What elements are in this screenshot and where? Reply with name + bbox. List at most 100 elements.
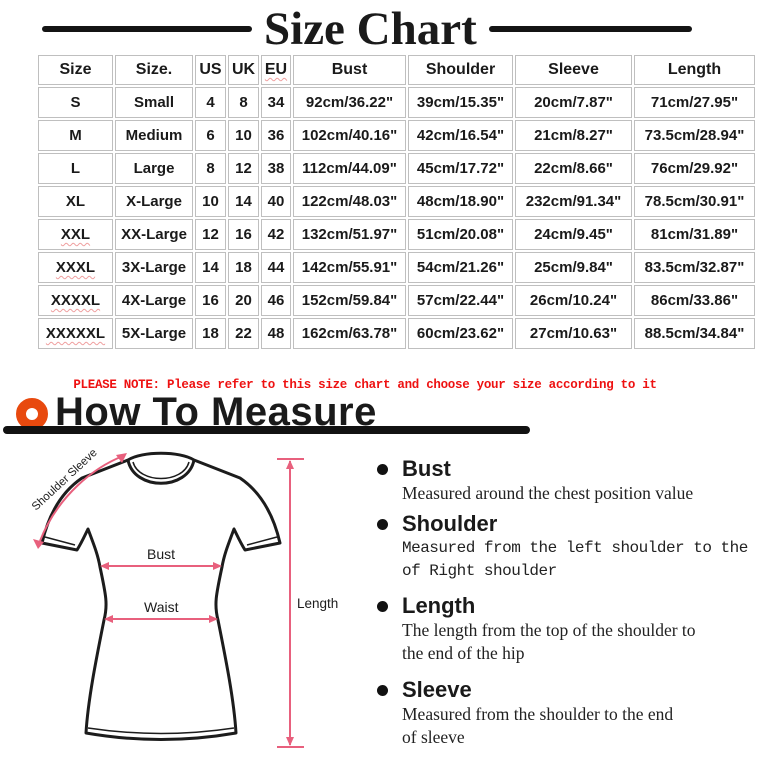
table-cell: Large (115, 153, 193, 184)
table-cell: 10 (195, 186, 226, 217)
table-cell: 18 (228, 252, 259, 283)
table-row: S Small 4 8 34 92cm/36.22" 39cm/15.35" 20cm/7.8… (38, 87, 755, 118)
table-cell: 152cm/59.84" (293, 285, 406, 316)
table-cell: 8 (228, 87, 259, 118)
arrowhead (33, 539, 44, 549)
table-cell: 3X-Large (115, 252, 193, 283)
tshirt-outline (40, 451, 282, 741)
table-cell: 44 (261, 252, 291, 283)
table-cell: 54cm/21.26" (408, 252, 513, 283)
table-cell: 92cm/36.22" (293, 87, 406, 118)
table-cell: 81cm/31.89" (634, 219, 755, 250)
table-row: XL X-Large 10 14 40 122cm/48.03" 48cm/18.90" 23… (38, 186, 755, 217)
tshirt-measure-diagram: Shoulder Sleeve Bust Waist Length (30, 447, 338, 748)
measure-item-description: Measured from the shoulder to the end of… (402, 704, 674, 747)
measure-list-item: Shoulder Measured from the left shoulder… (377, 511, 759, 583)
measure-item-description: Measured from the left shoulder to the o… (402, 539, 748, 580)
table-cell: 4X-Large (115, 285, 193, 316)
table-cell: 39cm/15.35" (408, 87, 513, 118)
measure-list-item: Bust Measured around the chest position … (377, 456, 759, 505)
measure-item-label: Bust (402, 456, 451, 481)
table-cell: 20 (228, 285, 259, 316)
table-row: XXXXXL 5X-Large 18 22 48 162cm/63.78" 60cm/23.… (38, 318, 755, 349)
table-cell: 46 (261, 285, 291, 316)
table-cell: 21cm/8.27" (515, 120, 632, 151)
bust-label: Bust (147, 546, 175, 562)
measure-item-label: Sleeve (402, 677, 472, 702)
table-cell: 42cm/16.54" (408, 120, 513, 151)
table-cell: 60cm/23.62" (408, 318, 513, 349)
title-rule-right (488, 26, 692, 32)
table-cell: 25cm/9.84" (515, 252, 632, 283)
bullet-icon (377, 464, 388, 475)
table-cell: 86cm/33.86" (634, 285, 755, 316)
col-header-size: Size. (115, 55, 193, 85)
table-cell: 12 (228, 153, 259, 184)
arrowhead (100, 562, 109, 570)
table-cell: 38 (261, 153, 291, 184)
table-cell: 26cm/10.24" (515, 285, 632, 316)
collar-outer (126, 459, 196, 485)
table-cell: 232cm/91.34" (515, 186, 632, 217)
table-cell: M (38, 120, 113, 151)
table-cell: 88.5cm/34.84" (634, 318, 755, 349)
arrowhead (213, 562, 222, 570)
table-row: L Large 8 12 38 112cm/44.09" 45cm/17.72" 22cm/8… (38, 153, 755, 184)
table-cell: 10 (228, 120, 259, 151)
arrowhead (104, 615, 113, 623)
table-cell: 20cm/7.87" (515, 87, 632, 118)
collar-inner (132, 461, 190, 480)
table-cell: 102cm/40.16" (293, 120, 406, 151)
table-cell: 22 (228, 318, 259, 349)
bullet-icon (377, 519, 388, 530)
how-to-measure-title: How To Measure (55, 390, 377, 434)
table-cell: 122cm/48.03" (293, 186, 406, 217)
table-cell: 57cm/22.44" (408, 285, 513, 316)
col-header-bust: Bust (293, 55, 406, 85)
table-cell: 36 (261, 120, 291, 151)
shoulder-sleeve-arrow (39, 455, 124, 542)
col-header-shoulder: Shoulder (408, 55, 513, 85)
size-chart-table: Size Size. US UK EU Bust Shoulder Sleeve Length … (36, 53, 757, 351)
table-cell: 24cm/9.45" (515, 219, 632, 250)
arrowhead (286, 460, 294, 469)
table-row: XXXXL 4X-Large 16 20 46 152cm/59.84" 57cm/22.4… (38, 285, 755, 316)
col-header-sleeve: Sleeve (515, 55, 632, 85)
table-cell: 8 (195, 153, 226, 184)
ring-icon (16, 398, 48, 430)
col-header-us: US (195, 55, 226, 85)
col-header-uk: UK (228, 55, 259, 85)
table-cell: Medium (115, 120, 193, 151)
waist-label: Waist (144, 599, 179, 615)
measure-definitions-list: Bust Measured around the chest position … (377, 445, 759, 749)
heading-underline (3, 426, 530, 434)
table-cell: 34 (261, 87, 291, 118)
hem-line (87, 727, 235, 735)
col-header-size: Size (38, 55, 113, 85)
table-cell: 71cm/27.95" (634, 87, 755, 118)
table-cell: 16 (228, 219, 259, 250)
right-cuff-line (246, 536, 278, 546)
measure-list-item: Length The length from the top of the sh… (377, 593, 759, 665)
left-cuff-line (44, 536, 76, 546)
table-cell: 48cm/18.90" (408, 186, 513, 217)
table-cell: 22cm/8.66" (515, 153, 632, 184)
table-cell: 112cm/44.09" (293, 153, 406, 184)
table-cell: 162cm/63.78" (293, 318, 406, 349)
arrowhead (116, 453, 127, 463)
table-row: M Medium 6 10 36 102cm/40.16" 42cm/16.54" 21cm/… (38, 120, 755, 151)
table-cell: S (38, 87, 113, 118)
measure-item-label: Length (402, 593, 476, 618)
bullet-icon (377, 601, 388, 612)
table-cell: 6 (195, 120, 226, 151)
table-cell: 18 (195, 318, 226, 349)
table-cell: 48 (261, 318, 291, 349)
table-cell: 73.5cm/28.94" (634, 120, 755, 151)
table-cell: 51cm/20.08" (408, 219, 513, 250)
measure-item-label: Shoulder (402, 511, 498, 536)
bullet-icon (377, 685, 388, 696)
table-cell: 76cm/29.92" (634, 153, 755, 184)
measure-item-description: The length from the top of the shoulder … (402, 620, 696, 663)
title-rule-left (42, 26, 252, 32)
